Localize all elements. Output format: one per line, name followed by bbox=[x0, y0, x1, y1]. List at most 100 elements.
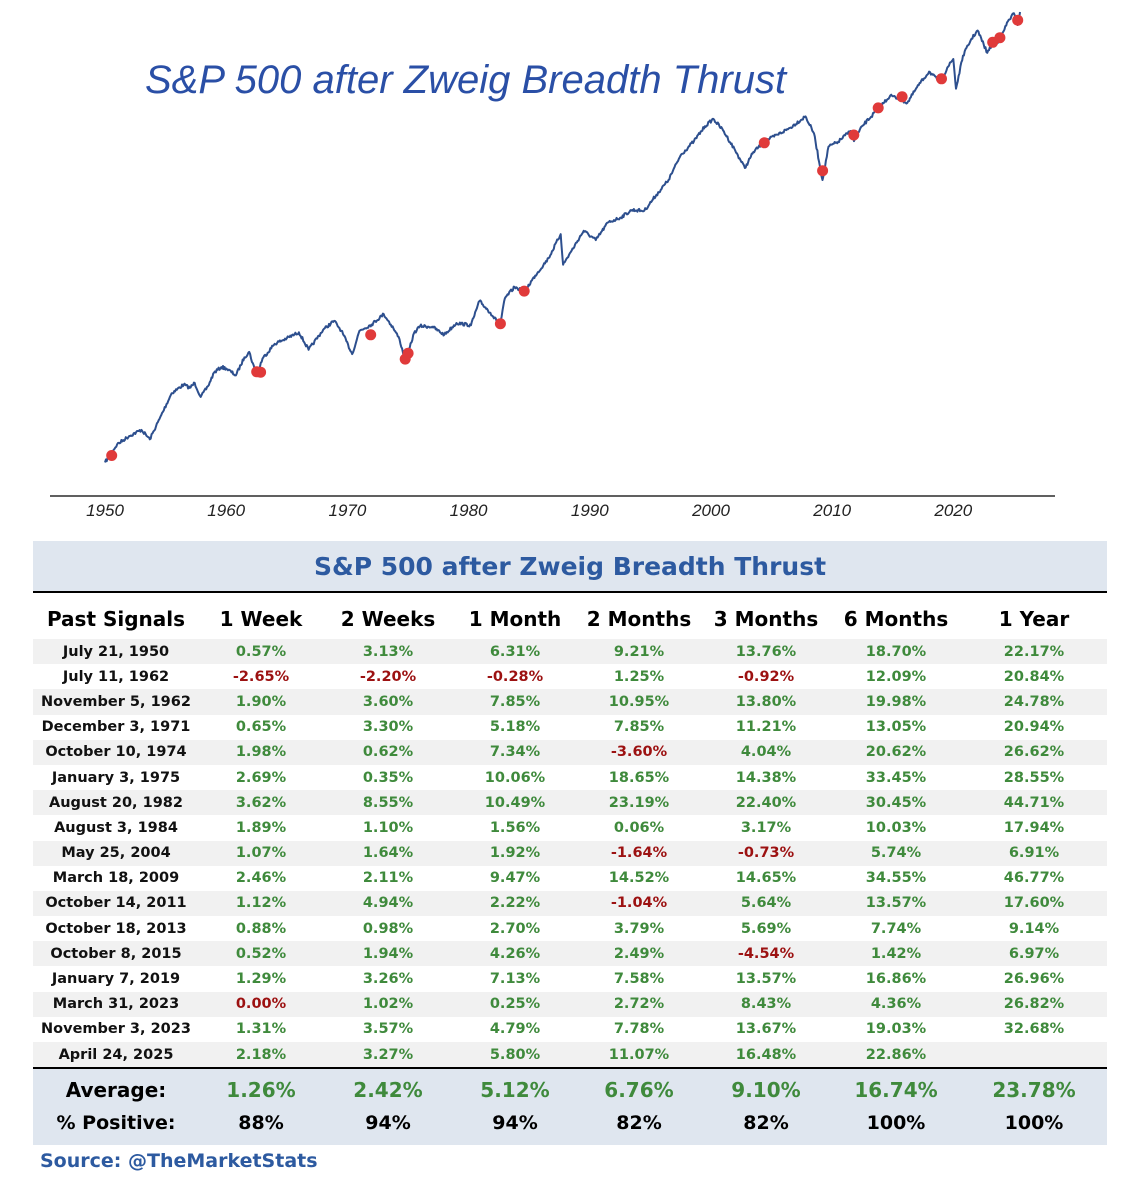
signal-date: July 11, 1962 bbox=[62, 668, 170, 685]
return-value: 3.30% bbox=[362, 719, 414, 736]
return-value: 18.70% bbox=[831, 639, 961, 665]
percent-positive-value: 82% bbox=[577, 1107, 701, 1146]
signal-date: May 25, 2004 bbox=[33, 840, 199, 866]
header-period: 2 Months bbox=[577, 591, 701, 639]
return-value: 9.21% bbox=[577, 639, 701, 665]
table-row: January 3, 1975 2.69% 0.35% 10.06% 18.65% 14.… bbox=[33, 765, 1107, 790]
average-value: 1.26% bbox=[199, 1067, 323, 1108]
return-value: 2.22% bbox=[453, 890, 577, 917]
signal-marker bbox=[872, 102, 884, 114]
return-value: 13.76% bbox=[701, 639, 831, 665]
table-title-bar: S&P 500 after Zweig Breadth Thrust bbox=[33, 541, 1107, 591]
return-value: 1.90% bbox=[199, 689, 323, 715]
return-value: 1.25% bbox=[613, 668, 665, 685]
return-value: -0.92% bbox=[737, 668, 795, 685]
signal-marker bbox=[848, 129, 860, 141]
table-row: April 24, 2025 2.18% 3.27% 5.80% 11.07% 16.48… bbox=[33, 1042, 1107, 1069]
signal-date: July 21, 1950 bbox=[33, 639, 199, 665]
return-value: 10.03% bbox=[865, 819, 927, 836]
return-value: 3.27% bbox=[323, 1042, 453, 1069]
return-value: 1.64% bbox=[323, 840, 453, 866]
return-value: -1.04% bbox=[577, 890, 701, 917]
table-row: January 7, 2019 1.29% 3.26% 7.13% 7.58% 13.57… bbox=[33, 966, 1107, 991]
table-row: May 25, 2004 1.07% 1.64% 1.92% -1.64% -0.73% 5… bbox=[33, 840, 1107, 866]
return-value: 32.68% bbox=[1003, 1021, 1065, 1038]
table-row: October 14, 2011 1.12% 4.94% 2.22% -1.04% 5.6… bbox=[33, 890, 1107, 917]
return-value: 1.02% bbox=[323, 991, 453, 1017]
table-row: July 21, 1950 0.57% 3.13% 6.31% 9.21% 13.76% 1… bbox=[33, 639, 1107, 665]
return-value: 1.07% bbox=[199, 840, 323, 866]
return-value: 14.52% bbox=[608, 870, 670, 887]
return-value: 1.92% bbox=[453, 840, 577, 866]
return-value: 44.71% bbox=[961, 790, 1107, 816]
x-tick-label: 2020 bbox=[933, 501, 972, 520]
signal-marker bbox=[494, 318, 506, 330]
return-value: 22.17% bbox=[961, 639, 1107, 665]
x-tick-label: 1980 bbox=[450, 501, 488, 520]
return-value: 12.09% bbox=[865, 668, 927, 685]
return-value: 22.86% bbox=[831, 1042, 961, 1069]
return-value: 5.18% bbox=[489, 719, 541, 736]
return-value: 17.94% bbox=[1003, 819, 1065, 836]
return-value: 0.00% bbox=[199, 991, 323, 1017]
table-row: August 3, 1984 1.89% 1.10% 1.56% 0.06% 3.17% 1… bbox=[33, 815, 1107, 840]
x-tick-label: 2000 bbox=[691, 501, 730, 520]
return-value: 5.74% bbox=[831, 840, 961, 866]
signal-date: April 24, 2025 bbox=[33, 1042, 199, 1069]
results-table: Past Signals 1 Week 2 Weeks 1 Month 2 Months… bbox=[33, 591, 1107, 1146]
average-value: 9.10% bbox=[701, 1067, 831, 1108]
average-value: 5.12% bbox=[453, 1067, 577, 1108]
return-value: 20.84% bbox=[1003, 668, 1065, 685]
return-value: 5.64% bbox=[701, 890, 831, 917]
return-value: 20.94% bbox=[1003, 719, 1065, 736]
return-value: 5.69% bbox=[740, 920, 792, 937]
return-value: -2.20% bbox=[359, 668, 417, 685]
percent-positive-value: 100% bbox=[961, 1107, 1107, 1146]
return-value: 0.52% bbox=[199, 941, 323, 967]
signal-marker bbox=[758, 137, 770, 149]
return-value: 3.62% bbox=[199, 790, 323, 816]
table-row: March 18, 2009 2.46% 2.11% 9.47% 14.52% 14.65… bbox=[33, 866, 1107, 891]
return-value: 0.57% bbox=[199, 639, 323, 665]
percent-positive-label: % Positive: bbox=[33, 1107, 199, 1146]
return-value: 16.86% bbox=[865, 971, 927, 988]
signal-date: November 5, 1962 bbox=[33, 689, 199, 715]
return-value: 34.55% bbox=[865, 870, 927, 887]
return-value: 2.69% bbox=[235, 769, 287, 786]
return-value: -2.65% bbox=[232, 668, 290, 685]
chart-title: S&P 500 after Zweig Breadth Thrust bbox=[145, 58, 787, 102]
return-value: 4.79% bbox=[489, 1021, 541, 1038]
return-value: 13.57% bbox=[735, 971, 797, 988]
signal-date: October 10, 1974 bbox=[33, 739, 199, 765]
return-value: 4.94% bbox=[323, 890, 453, 917]
return-value: 2.49% bbox=[577, 941, 701, 967]
return-value: 28.55% bbox=[1003, 769, 1065, 786]
x-tick-label: 1950 bbox=[86, 501, 124, 520]
x-tick-label: 1990 bbox=[571, 501, 609, 520]
signal-marker bbox=[994, 32, 1006, 44]
return-value: 13.05% bbox=[865, 719, 927, 736]
line-chart: 1950 1960 1970 1980 1990 2000 2010 2020 bbox=[50, 11, 1055, 520]
chart-area: 1950 1960 1970 1980 1990 2000 2010 2020 S&P 500… bbox=[0, 0, 1136, 530]
return-value: 7.58% bbox=[613, 971, 665, 988]
return-value: 1.98% bbox=[199, 739, 323, 765]
signal-marker bbox=[365, 329, 377, 341]
return-value: 0.62% bbox=[323, 739, 453, 765]
signal-marker bbox=[518, 285, 530, 297]
return-value: 3.17% bbox=[740, 819, 792, 836]
signal-date: March 31, 2023 bbox=[33, 991, 199, 1017]
return-value: -0.73% bbox=[701, 840, 831, 866]
table-row: November 5, 1962 1.90% 3.60% 7.85% 10.95% 13.… bbox=[33, 689, 1107, 715]
table-row: November 3, 2023 1.31% 3.57% 4.79% 7.78% 13.6… bbox=[33, 1017, 1107, 1042]
percent-positive-value: 88% bbox=[199, 1107, 323, 1146]
average-value: 16.74% bbox=[831, 1067, 961, 1108]
return-value: 30.45% bbox=[831, 790, 961, 816]
return-value: -3.60% bbox=[577, 739, 701, 765]
table-body: July 21, 1950 0.57% 3.13% 6.31% 9.21% 13.76% 1… bbox=[33, 639, 1107, 1069]
return-value: 16.48% bbox=[701, 1042, 831, 1069]
return-value: 4.36% bbox=[831, 991, 961, 1017]
return-value: 18.65% bbox=[608, 769, 670, 786]
return-value: 14.65% bbox=[735, 870, 797, 887]
signal-marker bbox=[1012, 14, 1024, 26]
x-axis: 1950 1960 1970 1980 1990 2000 2010 2020 bbox=[50, 495, 1055, 520]
